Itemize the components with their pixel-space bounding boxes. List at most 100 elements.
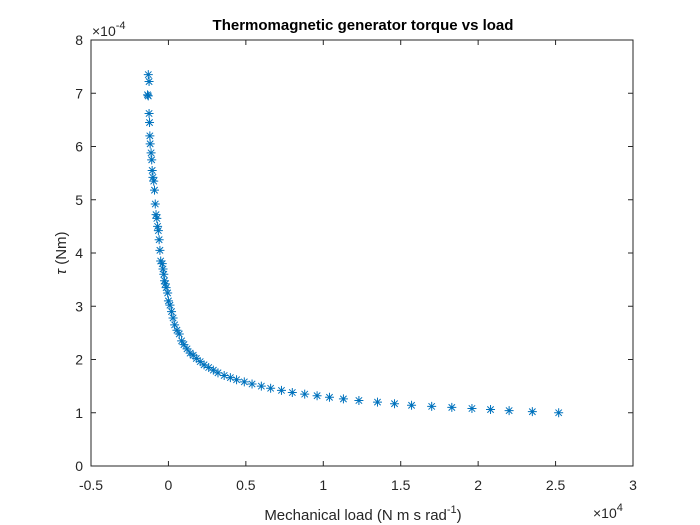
- data-point: [338, 394, 348, 404]
- y-multiplier: ×10-4: [92, 20, 126, 39]
- x-tick-label: 3: [629, 477, 637, 493]
- data-point: [144, 77, 154, 87]
- data-point: [163, 288, 173, 298]
- data-point: [390, 399, 400, 409]
- data-point: [156, 256, 166, 266]
- data-point: [427, 401, 437, 411]
- data-point: [219, 370, 229, 380]
- data-point: [160, 279, 170, 289]
- data-point: [148, 172, 158, 182]
- data-point: [467, 403, 477, 413]
- data-point: [155, 245, 165, 255]
- data-point: [199, 360, 209, 370]
- data-point: [152, 213, 162, 223]
- data-point: [191, 353, 201, 363]
- data-point: [554, 408, 564, 418]
- data-point: [147, 155, 157, 165]
- data-point: [165, 300, 175, 310]
- data-point: [232, 375, 242, 385]
- data-point: [324, 392, 334, 402]
- data-point: [149, 185, 159, 195]
- y-tick-label: 3: [75, 298, 83, 314]
- data-point: [276, 385, 286, 395]
- y-tick-label: 7: [75, 85, 83, 101]
- y-tick-label: 2: [75, 352, 83, 368]
- data-point: [172, 325, 182, 335]
- data-point: [145, 139, 155, 149]
- data-point: [150, 199, 160, 209]
- y-tick-label: 1: [75, 405, 83, 421]
- y-tick-label: 5: [75, 192, 83, 208]
- data-point: [174, 329, 184, 339]
- data-point: [151, 210, 161, 220]
- x-tick-label: 1: [319, 477, 327, 493]
- data-point: [208, 365, 218, 375]
- data-point: [225, 373, 235, 383]
- data-point: [154, 235, 164, 245]
- x-tick-label: 2.5: [546, 477, 566, 493]
- data-point: [159, 269, 169, 279]
- x-tick-label: 1.5: [391, 477, 411, 493]
- data-point: [157, 259, 167, 269]
- data-point: [163, 296, 173, 306]
- x-multiplier-exp: 4: [617, 502, 623, 514]
- data-point: [146, 148, 156, 158]
- y-axis-label: τ (Nm): [53, 231, 70, 274]
- data-point: [143, 91, 153, 101]
- data-point: [213, 368, 223, 378]
- data-point: [179, 340, 189, 350]
- data-point: [247, 379, 257, 389]
- data-point: [145, 131, 155, 141]
- data-point: [161, 283, 171, 293]
- data-point: [300, 389, 310, 399]
- x-tick-label: 0: [165, 477, 173, 493]
- data-point: [287, 388, 297, 398]
- data-point: [153, 221, 163, 231]
- y-tick-label: 6: [75, 139, 83, 155]
- data-point: [256, 381, 266, 391]
- data-point: [168, 313, 178, 323]
- data-point: [407, 400, 417, 410]
- data-point: [185, 348, 195, 358]
- x-tick-label: 2: [474, 477, 482, 493]
- data-point: [527, 407, 537, 417]
- y-multiplier-exp: -4: [116, 20, 126, 32]
- data-point: [149, 176, 159, 186]
- data-point: [182, 344, 192, 354]
- data-point: [486, 405, 496, 415]
- data-point: [167, 307, 177, 317]
- data-point: [312, 391, 322, 401]
- y-tick-label: 4: [75, 245, 83, 261]
- data-point: [143, 70, 153, 80]
- x-axis-label: Mechanical load (N m s rad-1): [264, 504, 461, 524]
- x-multiplier-base: ×10: [593, 505, 617, 521]
- x-axis: -0.5 0 0.5 1 1.5 2 2.5 3: [79, 40, 637, 493]
- y-axis: 0 1 2 3 4 5 6 7 8: [75, 32, 633, 474]
- data-point: [160, 276, 170, 286]
- data-point: [372, 397, 382, 407]
- data-point: [147, 165, 157, 175]
- data-point: [354, 396, 364, 406]
- data-point: [447, 402, 457, 412]
- data-point: [195, 357, 205, 367]
- y-multiplier-base: ×10: [92, 23, 116, 39]
- x-tick-label: 0.5: [236, 477, 256, 493]
- data-point: [170, 320, 180, 330]
- data-point: [504, 406, 514, 416]
- data-point: [153, 226, 163, 236]
- data-point: [204, 362, 214, 372]
- data-point: [266, 383, 276, 393]
- data-point: [158, 264, 168, 274]
- y-tick-label: 8: [75, 32, 83, 48]
- data-point: [145, 118, 155, 128]
- data-series: [143, 70, 564, 418]
- data-point: [239, 377, 249, 387]
- data-point: [144, 108, 154, 118]
- data-point: [177, 336, 187, 346]
- x-tick-label: -0.5: [79, 477, 103, 493]
- x-multiplier: ×104: [593, 502, 623, 521]
- plot-area: [90, 39, 634, 467]
- chart-title: Thermomagnetic generator torque vs load: [213, 17, 514, 34]
- y-tick-label: 0: [75, 458, 83, 474]
